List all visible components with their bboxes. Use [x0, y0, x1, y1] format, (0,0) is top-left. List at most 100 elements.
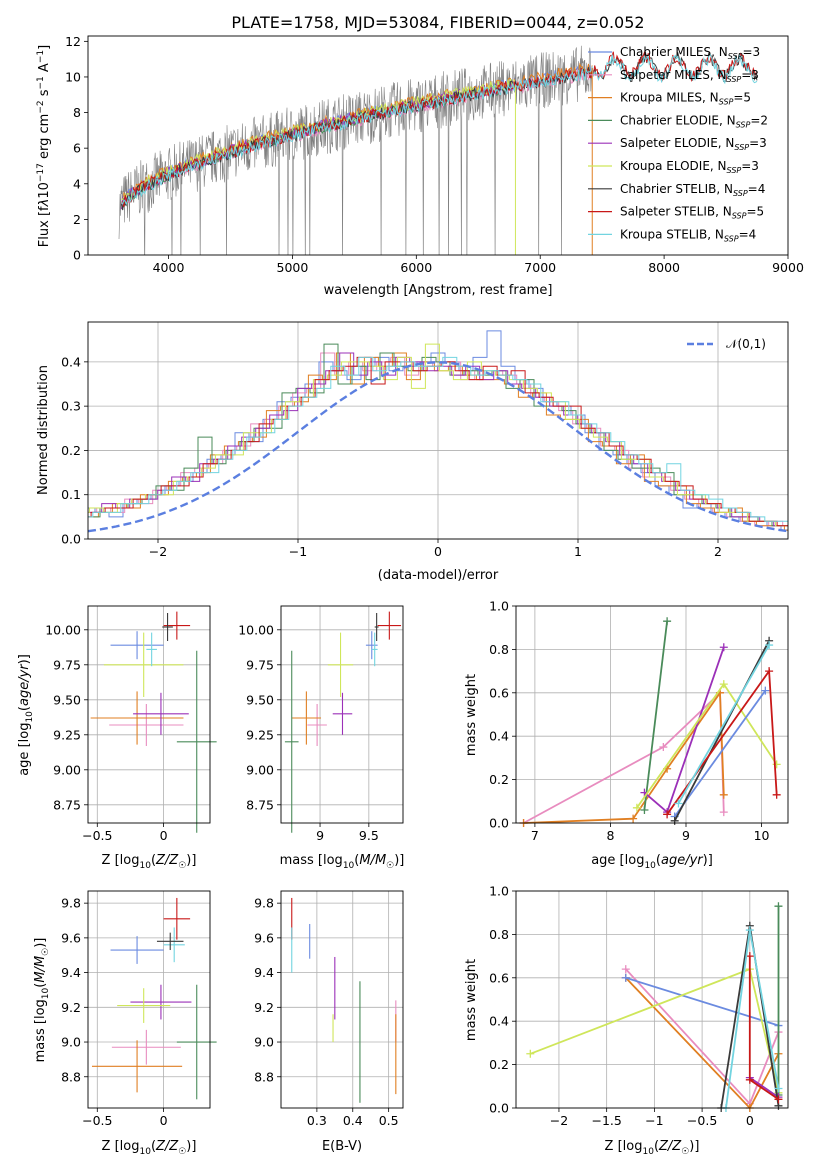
- x-tick-label: 7: [531, 828, 539, 843]
- age-vs-mass-panel: 9 9.5 8.75 9.00 9.25 9.50 9.75 10.00 mass [log1…: [238, 605, 405, 871]
- x-tick-label: 6000: [400, 260, 432, 275]
- x-tick-label: 0: [434, 544, 442, 559]
- weight-line: [625, 976, 779, 1027]
- x-tick-label: 1: [574, 544, 582, 559]
- plus-marker: [659, 743, 668, 752]
- errorbar-point: [156, 932, 184, 951]
- plus-marker: [765, 667, 774, 676]
- y-tick-label: 0.1: [61, 487, 81, 502]
- mass-weight-vs-age-panel: 7 8 9 10 0.0 0.2 0.4 0.6 0.8 1.0 age [log10(age/y…: [464, 599, 789, 871]
- y-tick-label: 0.2: [489, 1057, 509, 1072]
- y-tick-label: 9.6: [254, 930, 274, 945]
- mass-weight-age-plot-area: 7 8 9 10 0.0 0.2 0.4 0.6 0.8 1.0: [489, 599, 789, 843]
- errorbar-point: [162, 613, 173, 641]
- mass-extinction-x-label: E(B-V): [322, 1139, 362, 1154]
- y-tick-label: 10: [65, 69, 81, 84]
- y-tick-label: 0.4: [489, 1014, 509, 1029]
- plus-marker: [765, 641, 774, 650]
- plus-marker: [745, 1075, 754, 1084]
- spectrum-panel: PLATE=1758, MJD=53084, FIBERID=0044, z=0…: [36, 13, 804, 298]
- axes-frame: [87, 890, 211, 1109]
- errorbar-point: [327, 632, 354, 697]
- model-spectrum-line: [121, 62, 593, 206]
- y-tick-label: 0.2: [489, 772, 509, 787]
- y-tick-label: 0.4: [489, 729, 509, 744]
- errorbar-point: [130, 984, 192, 1020]
- legend-label: Salpeter STELIB, NSSP=5: [620, 205, 764, 221]
- mass-vs-extinction-panel: 0.3 0.4 0.5 8.8 9.0 9.2 9.4 9.6 9.8 E(B-V): [254, 890, 404, 1154]
- x-tick-label: 4000: [153, 260, 185, 275]
- age-metallicity-x-label: Z [log10(Z/Z☉)]: [102, 853, 197, 871]
- y-tick-label: 9.2: [254, 1000, 274, 1015]
- errorbar-point: [90, 691, 184, 745]
- histogram-step: [88, 343, 788, 527]
- y-tick-label: 0.8: [489, 927, 509, 942]
- mass-extinction-plot-area: 0.3 0.4 0.5 8.8 9.0 9.2 9.4 9.6 9.8: [254, 890, 404, 1128]
- x-tick-label: −1: [645, 1113, 663, 1128]
- mass-weight-metallicity-y-label: mass weight: [464, 959, 479, 1041]
- age-mass-x-label: mass [log10(M/M☉)]: [280, 853, 405, 871]
- histogram-step: [88, 330, 788, 531]
- errorbar-point: [117, 988, 171, 1023]
- plus-marker: [526, 1049, 535, 1058]
- x-tick-label: 8: [606, 828, 614, 843]
- mass-metallicity-plot-area: −0.5 0 8.8 9.0 9.2 9.4 9.6 9.8: [61, 890, 217, 1128]
- plus-marker: [745, 926, 754, 935]
- spectrum-plot-area: 4000 5000 6000 7000 8000 9000 0 2 4 6 8 10 12 Chabrie…: [65, 34, 804, 275]
- plus-marker: [674, 799, 683, 808]
- plus-marker: [719, 680, 728, 689]
- x-tick-label: 0: [160, 1113, 168, 1128]
- mass-weight-metallicity-plot-area: −2 −1.5 −1 −0.5 0 0.0 0.2 0.4 0.6 0.8 1.0: [489, 884, 789, 1128]
- plus-marker: [774, 1084, 783, 1093]
- plus-marker: [632, 803, 641, 812]
- mass-vs-metallicity-panel: −0.5 08.89.09.29.49.69.8 Z [log10(Z/Z☉)] …: [33, 890, 217, 1157]
- mass-weight-metallicity-x-label: Z [log10(Z/Z☉)]: [605, 1139, 700, 1157]
- plus-marker: [774, 902, 783, 911]
- y-tick-label: 0.8: [489, 642, 509, 657]
- plus-marker: [629, 814, 638, 823]
- y-tick-label: 12: [65, 34, 81, 49]
- normal-legend-label: 𝒩(0,1): [726, 337, 766, 351]
- weight-line: [749, 1076, 780, 1098]
- axes-frame: [515, 605, 789, 824]
- x-tick-label: 9.5: [359, 828, 379, 843]
- y-tick-label: 8.8: [61, 1069, 81, 1084]
- y-tick-label: 9.75: [246, 657, 274, 672]
- y-tick-label: 9.00: [246, 762, 274, 777]
- spectrum-title: PLATE=1758, MJD=53084, FIBERID=0044, z=0…: [231, 13, 644, 32]
- x-tick-label: 0.4: [343, 1113, 363, 1128]
- y-tick-label: 10.00: [45, 622, 81, 637]
- x-tick-label: 5000: [277, 260, 309, 275]
- errorbar-point: [374, 613, 379, 641]
- normal-distribution-curve: [87, 361, 789, 533]
- weight-line: [677, 644, 770, 804]
- errorbar-point: [284, 650, 299, 833]
- weight-line: [673, 690, 767, 818]
- y-tick-label: 1.0: [489, 884, 509, 899]
- y-tick-label: 0.4: [61, 354, 81, 369]
- plus-marker: [774, 1095, 783, 1104]
- errorbar-point: [163, 897, 191, 940]
- y-tick-label: 9.50: [53, 692, 81, 707]
- spectrum-y-axis-label: Flux [fλ10−17 erg cm−2 s−1 A−1]: [36, 45, 52, 247]
- y-tick-label: 9.75: [53, 657, 81, 672]
- errorbar-point: [365, 631, 378, 660]
- plus-marker: [621, 973, 630, 982]
- legend-label: Chabrier STELIB, NSSP=4: [620, 182, 765, 198]
- plus-marker: [761, 686, 770, 695]
- x-tick-label: 0.3: [307, 1113, 327, 1128]
- model-spectrum-line: [121, 52, 758, 206]
- y-tick-label: 0.6: [489, 970, 509, 985]
- axes-frame: [87, 605, 211, 824]
- errorbar-point: [291, 691, 322, 745]
- x-tick-label: 9: [316, 828, 324, 843]
- mass-metallicity-x-label: Z [log10(Z/Z☉)]: [102, 1139, 197, 1157]
- y-tick-label: 9.8: [61, 896, 81, 911]
- y-tick-label: 8.75: [53, 797, 81, 812]
- legend-label: Kroupa STELIB, NSSP=4: [620, 227, 756, 243]
- plus-marker: [719, 790, 728, 799]
- errorbar-point: [146, 632, 157, 667]
- errorbar-point: [377, 611, 402, 640]
- errorbar-point: [110, 631, 164, 660]
- histogram-y-axis-label: Normed distribution: [36, 365, 51, 495]
